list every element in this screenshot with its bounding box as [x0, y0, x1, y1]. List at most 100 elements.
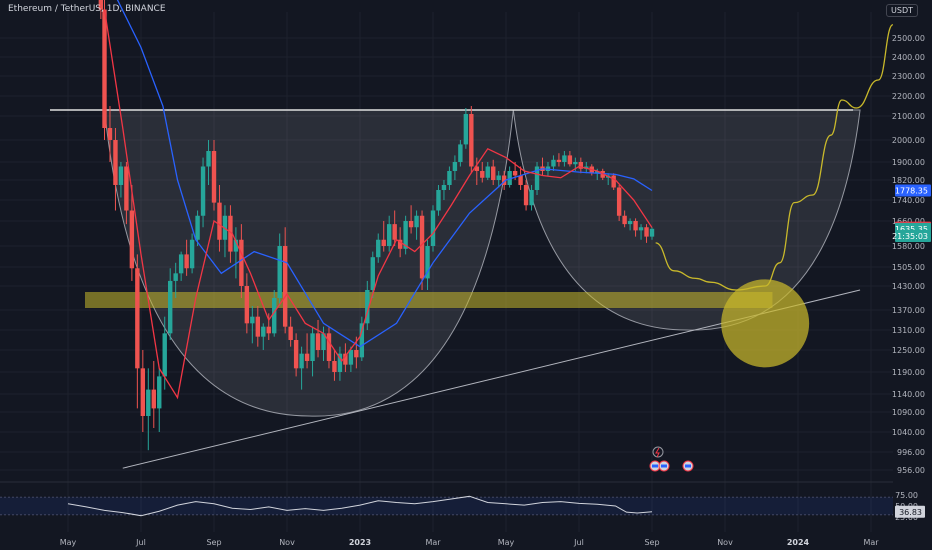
candle-body [233, 239, 239, 252]
candle-body [173, 273, 178, 281]
candle-body [447, 171, 452, 185]
candle-body [228, 215, 233, 252]
candle-body [250, 316, 255, 324]
candle-body [288, 326, 293, 340]
candle-body [529, 190, 534, 206]
currency-badge[interactable]: USDT [886, 4, 918, 17]
candle-body [135, 268, 140, 369]
candle-body [277, 246, 282, 298]
candle-body [463, 114, 469, 145]
candle-body [638, 227, 644, 231]
time-tick-label: Sep [644, 538, 659, 547]
time-tick-label: Mar [863, 538, 879, 547]
price-tag-label: 1635.35 [895, 225, 928, 234]
cup-shape-1 [103, 109, 514, 417]
price-tick-label: 2400.00 [892, 53, 925, 62]
candle-body [562, 155, 567, 162]
candle-body [189, 239, 195, 269]
price-axis[interactable]: 2500.00 2400.00 2300.00 2200.00 2100.00 2000.… [892, 34, 931, 522]
candle-body [217, 202, 222, 240]
candle-body [255, 316, 260, 337]
moving-average-red [103, 9, 653, 400]
time-tick-label: Nov [717, 538, 733, 547]
candle-body [419, 215, 425, 279]
candle-body [556, 159, 562, 162]
time-tick-label: May [60, 538, 77, 547]
candle-body [299, 353, 304, 369]
time-tick-label: May [498, 538, 515, 547]
price-tick-label: 1090.00 [892, 408, 925, 417]
candle-body [627, 221, 633, 225]
candle-body [425, 246, 430, 279]
candle-body [430, 210, 436, 246]
price-tick-label: 1190.00 [892, 368, 925, 377]
price-tick-label: 1140.00 [892, 390, 925, 399]
candle-body [578, 162, 584, 169]
candle-body [211, 151, 217, 203]
symbol-title: Ethereum / TetherUS, 1D, BINANCE [8, 4, 166, 14]
price-tick-label: 2000.00 [892, 136, 925, 145]
candle-body [480, 171, 485, 178]
candle-body [129, 210, 135, 269]
candle-body [441, 185, 447, 190]
candle-body [239, 239, 244, 286]
rsi-current-label: 36.83 [899, 508, 922, 517]
time-tick-label: Nov [279, 538, 295, 547]
candle-body [644, 227, 649, 237]
drawing-overlays [50, 109, 861, 469]
candle-body [611, 175, 616, 188]
candle-body [326, 333, 332, 361]
candle-body [551, 159, 556, 167]
candle-body [649, 228, 655, 237]
rsi-current-tag [895, 505, 925, 518]
candle-body [200, 166, 206, 216]
candle-body [512, 171, 518, 176]
price-tag-label: 1778.35 [895, 187, 928, 196]
candle-body [146, 389, 151, 416]
time-axis[interactable]: May Jul Sep Nov 2023 Mar May Jul Sep Nov 2024 Mar [60, 538, 880, 547]
candle-body [195, 215, 200, 240]
candle-body [397, 239, 403, 249]
candle-body [474, 166, 479, 171]
candle-body [507, 171, 512, 185]
price-tick-label: 1505.00 [892, 263, 925, 272]
candle-body [485, 166, 490, 178]
rsi-tick-label: 75.00 [895, 491, 918, 500]
candle-body [151, 389, 156, 409]
candle-body [469, 114, 474, 167]
candle-body [534, 166, 540, 190]
candle-body [567, 155, 573, 165]
candle-body [315, 333, 321, 350]
candle-body [98, 0, 104, 10]
candle-body [354, 350, 359, 358]
candle-body [491, 166, 496, 180]
us-flag-icon-stripe [652, 464, 658, 468]
candle-body [359, 323, 365, 358]
candle-body [178, 254, 184, 274]
target-circle [721, 279, 810, 368]
price-tick-label: 1040.00 [892, 428, 925, 437]
candle-body [370, 257, 375, 290]
candle-body [496, 175, 501, 180]
candle-body [168, 280, 173, 334]
candle-body [573, 162, 578, 165]
candle-body [633, 221, 638, 231]
price-tick-label: 1310.00 [892, 326, 925, 335]
candle-body [622, 215, 627, 225]
price-tick-label: 1820.00 [892, 176, 925, 185]
price-tick-label: 1580.00 [892, 242, 925, 251]
candle-body [584, 166, 589, 169]
time-tick-label: 2023 [349, 538, 371, 547]
candle-body [184, 254, 189, 269]
support-zone [85, 292, 773, 308]
time-tick-label: Jul [135, 538, 146, 547]
projection-path [655, 24, 894, 291]
candle-body [140, 368, 146, 416]
us-flag-icon-stripe [661, 464, 667, 468]
candle-body [118, 166, 124, 185]
candle-body [392, 224, 397, 240]
price-tick-label: 956.00 [897, 466, 925, 475]
candle-body [501, 175, 507, 185]
